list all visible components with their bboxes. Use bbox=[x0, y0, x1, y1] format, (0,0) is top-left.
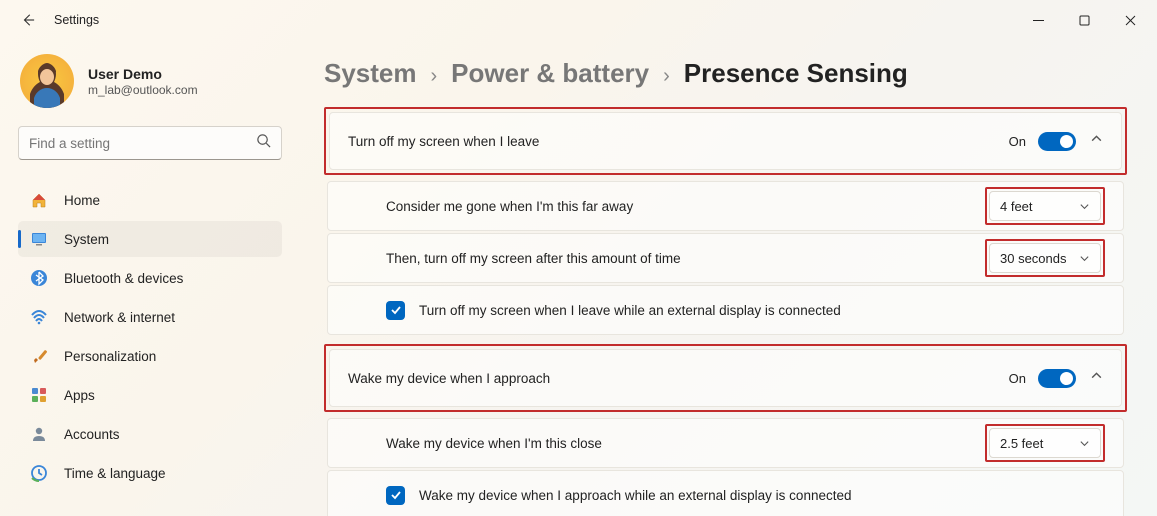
breadcrumb: System › Power & battery › Presence Sens… bbox=[324, 58, 1127, 89]
turnoff-delay-row: Then, turn off my screen after this amou… bbox=[327, 233, 1124, 283]
turnoff-ext-row: Turn off my screen when I leave while an… bbox=[327, 285, 1124, 335]
wake-ext-label: Wake my device when I approach while an … bbox=[419, 488, 1105, 503]
nav: Home System Bluetooth & devices Network … bbox=[18, 182, 282, 491]
wake-ext-checkbox[interactable] bbox=[386, 486, 405, 505]
wake-title: Wake my device when I approach bbox=[348, 371, 1009, 386]
wake-distance-dropdown-highlight: 2.5 feet bbox=[985, 424, 1105, 462]
breadcrumb-system[interactable]: System bbox=[324, 58, 417, 89]
search-icon bbox=[256, 133, 271, 153]
apps-icon bbox=[28, 384, 50, 406]
time-icon bbox=[28, 462, 50, 484]
nav-bluetooth[interactable]: Bluetooth & devices bbox=[18, 260, 282, 296]
nav-apps[interactable]: Apps bbox=[18, 377, 282, 413]
nav-system[interactable]: System bbox=[18, 221, 282, 257]
minimize-button[interactable] bbox=[1015, 4, 1061, 36]
profile[interactable]: User Demo m_lab@outlook.com bbox=[18, 46, 282, 126]
turnoff-ext-label: Turn off my screen when I leave while an… bbox=[419, 303, 1105, 318]
wake-state: On bbox=[1009, 371, 1026, 386]
window-title: Settings bbox=[54, 13, 99, 27]
nav-label: Home bbox=[64, 193, 100, 208]
turnoff-header[interactable]: Turn off my screen when I leave On bbox=[329, 112, 1122, 170]
turnoff-title: Turn off my screen when I leave bbox=[348, 134, 1009, 149]
turnoff-distance-label: Consider me gone when I'm this far away bbox=[386, 199, 985, 214]
user-email: m_lab@outlook.com bbox=[88, 83, 198, 97]
avatar bbox=[20, 54, 74, 108]
turnoff-delay-dropdown[interactable]: 30 seconds bbox=[989, 243, 1101, 273]
bluetooth-icon bbox=[28, 267, 50, 289]
nav-personalization[interactable]: Personalization bbox=[18, 338, 282, 374]
turnoff-distance-row: Consider me gone when I'm this far away … bbox=[327, 181, 1124, 231]
maximize-button[interactable] bbox=[1061, 4, 1107, 36]
turnoff-delay-dropdown-highlight: 30 seconds bbox=[985, 239, 1105, 277]
accounts-icon bbox=[28, 423, 50, 445]
nav-label: Personalization bbox=[64, 349, 156, 364]
close-button[interactable] bbox=[1107, 4, 1153, 36]
back-button[interactable] bbox=[16, 8, 40, 32]
turnoff-distance-dropdown[interactable]: 4 feet bbox=[989, 191, 1101, 221]
nav-home[interactable]: Home bbox=[18, 182, 282, 218]
wake-distance-dropdown[interactable]: 2.5 feet bbox=[989, 428, 1101, 458]
chevron-right-icon: › bbox=[663, 65, 670, 88]
nav-label: Time & language bbox=[64, 466, 166, 481]
chevron-right-icon: › bbox=[431, 65, 438, 88]
window-controls bbox=[1015, 4, 1153, 36]
dropdown-value: 30 seconds bbox=[1000, 251, 1079, 266]
sidebar: User Demo m_lab@outlook.com Home System … bbox=[0, 40, 300, 516]
chevron-down-icon bbox=[1079, 438, 1090, 449]
section-wake: Wake my device when I approach On bbox=[324, 344, 1127, 412]
dropdown-value: 2.5 feet bbox=[1000, 436, 1079, 451]
system-icon bbox=[28, 228, 50, 250]
chevron-down-icon bbox=[1079, 201, 1090, 212]
search-box[interactable] bbox=[18, 126, 282, 160]
titlebar: Settings bbox=[0, 0, 1157, 40]
check-icon bbox=[390, 489, 402, 501]
turnoff-distance-dropdown-highlight: 4 feet bbox=[985, 187, 1105, 225]
check-icon bbox=[390, 304, 402, 316]
breadcrumb-presence: Presence Sensing bbox=[684, 58, 908, 89]
wake-toggle[interactable] bbox=[1038, 369, 1076, 388]
nav-label: Accounts bbox=[64, 427, 120, 442]
chevron-down-icon bbox=[1079, 253, 1090, 264]
home-icon bbox=[28, 189, 50, 211]
search-input[interactable] bbox=[29, 136, 256, 151]
chevron-up-icon[interactable] bbox=[1090, 369, 1103, 387]
nav-label: Network & internet bbox=[64, 310, 175, 325]
dropdown-value: 4 feet bbox=[1000, 199, 1079, 214]
nav-accounts[interactable]: Accounts bbox=[18, 416, 282, 452]
chevron-up-icon[interactable] bbox=[1090, 132, 1103, 150]
main-content: System › Power & battery › Presence Sens… bbox=[300, 40, 1157, 516]
turnoff-delay-label: Then, turn off my screen after this amou… bbox=[386, 251, 985, 266]
nav-label: System bbox=[64, 232, 109, 247]
wake-distance-row: Wake my device when I'm this close 2.5 f… bbox=[327, 418, 1124, 468]
nav-label: Bluetooth & devices bbox=[64, 271, 183, 286]
turnoff-state: On bbox=[1009, 134, 1026, 149]
section-turnoff: Turn off my screen when I leave On bbox=[324, 107, 1127, 175]
wake-distance-label: Wake my device when I'm this close bbox=[386, 436, 985, 451]
user-name: User Demo bbox=[88, 66, 198, 82]
turnoff-ext-checkbox[interactable] bbox=[386, 301, 405, 320]
nav-network[interactable]: Network & internet bbox=[18, 299, 282, 335]
breadcrumb-power[interactable]: Power & battery bbox=[451, 58, 649, 89]
nav-label: Apps bbox=[64, 388, 95, 403]
personalization-icon bbox=[28, 345, 50, 367]
turnoff-toggle[interactable] bbox=[1038, 132, 1076, 151]
nav-time[interactable]: Time & language bbox=[18, 455, 282, 491]
wake-header[interactable]: Wake my device when I approach On bbox=[329, 349, 1122, 407]
network-icon bbox=[28, 306, 50, 328]
wake-ext-row: Wake my device when I approach while an … bbox=[327, 470, 1124, 516]
